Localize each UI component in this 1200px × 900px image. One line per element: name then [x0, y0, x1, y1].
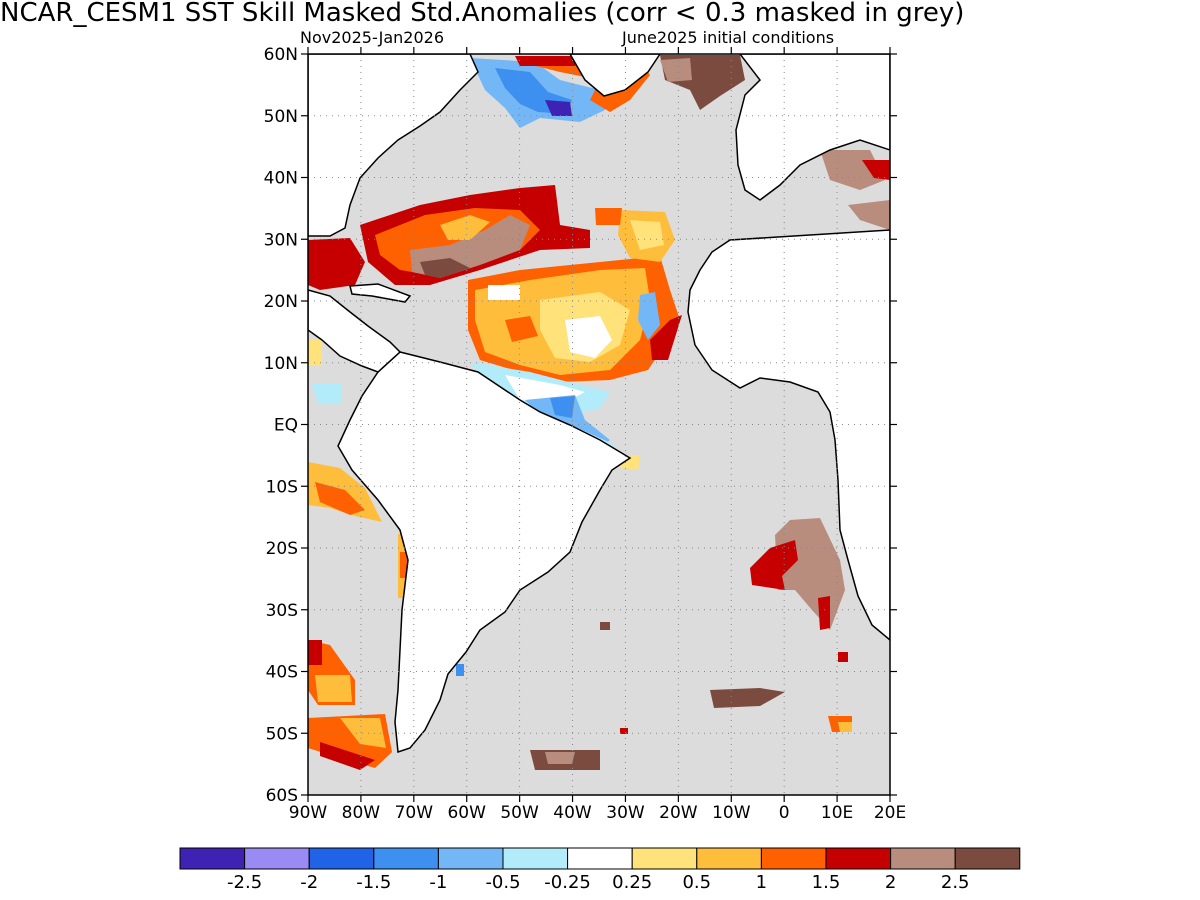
anomaly-patch-azores-light — [630, 220, 664, 250]
colorbar-swatch-2 — [308, 847, 375, 870]
lat-label-30n: 30N — [264, 230, 298, 250]
init-conditions-subtitle: June2025 initial conditions — [621, 28, 834, 47]
colorbar-swatch-11 — [890, 847, 956, 870]
anomaly-patch-central-orange-spot — [505, 316, 538, 342]
land-north-america — [308, 54, 479, 237]
anomaly-patch-south-pacific-yellow — [315, 675, 352, 702]
anomaly-patch-pacific-lightblue — [312, 384, 342, 404]
anomaly-patch-labrador-deep — [545, 100, 572, 116]
lat-label-10n: 10N — [264, 354, 298, 374]
colorbar-swatch-7 — [631, 847, 698, 870]
anomaly-patch-namibia-red-tail — [818, 596, 830, 630]
colorbar-label-neg1-5: -1.5 — [356, 872, 391, 893]
lat-label-50n: 50N — [264, 107, 298, 127]
colorbar-swatch-9 — [760, 847, 827, 870]
anomaly-patch-south-pacific-red — [308, 640, 322, 665]
lat-label-40s: 40S — [266, 663, 298, 683]
anomaly-patch-gulfstream-darkbrown — [420, 258, 470, 278]
anomaly-patch-north-band-b — [515, 56, 580, 66]
lon-label-0: 0 — [779, 803, 790, 823]
anomaly-patch-scatter-brown-1 — [600, 622, 610, 630]
land-africa — [687, 229, 890, 641]
land-europe — [735, 54, 890, 201]
colorbar-label-2-5: 2.5 — [941, 872, 970, 893]
anomaly-patch-north-brown-b — [660, 58, 692, 82]
land-masses — [308, 54, 890, 754]
land-south-america — [337, 351, 632, 754]
anomaly-patch-pacific-yellow — [308, 340, 322, 366]
anomaly-patch-scatter-red-1 — [838, 652, 848, 662]
anomaly-patch-central-red — [650, 315, 682, 360]
colorbar-label-neg0-5: -0.5 — [485, 872, 520, 893]
lon-label-20e: 20E — [874, 803, 906, 823]
lon-label-90w: 90W — [289, 803, 328, 823]
lon-label-40w: 40W — [553, 803, 592, 823]
period-subtitle: Nov2025-Jan2026 — [300, 28, 444, 47]
colorbar-label-1-5: 1.5 — [812, 872, 841, 893]
lon-label-10e: 10E — [821, 803, 853, 823]
colorbar-label-0-25: 0.25 — [612, 872, 652, 893]
anomaly-patch-southern-yellow-small — [838, 722, 852, 732]
lat-label-60n: 60N — [264, 45, 298, 65]
anomaly-patch-southeast-pacific-orange — [315, 482, 365, 515]
lon-label-10w: 10W — [712, 803, 751, 823]
graticule — [308, 54, 890, 795]
axis-tick-marks — [301, 47, 897, 802]
anomaly-patch-gulf-mexico — [308, 238, 365, 290]
anomaly-patch-scatter-blue-1 — [456, 664, 464, 676]
longitude-labels: 90W 80W 70W 60W 50W 40W 30W 20W 10W 0 10… — [289, 803, 906, 823]
anomaly-patch-drake-red — [320, 742, 375, 770]
colorbar-swatch-6 — [567, 847, 633, 870]
colorbar-label-2: 2 — [885, 872, 896, 893]
colorbar-swatch-4 — [437, 847, 504, 870]
anomaly-patch-azores-red — [595, 208, 622, 225]
map-plot-area — [308, 54, 890, 795]
anomaly-patch-med-red — [862, 160, 890, 180]
colorbar-label-neg2: -2 — [300, 872, 318, 893]
anomaly-patch-central-blue — [638, 292, 660, 340]
colorbar-swatch-5 — [502, 847, 569, 870]
colorbar-label-neg2-5: -2.5 — [227, 872, 262, 893]
anomaly-patch-med-brown-b — [848, 200, 890, 230]
latitude-labels: 60N 50N 40N 30N 20N 10N EQ 10S 20S 30S 4… — [264, 45, 298, 806]
lat-label-20s: 20S — [266, 539, 298, 559]
lon-label-70w: 70W — [395, 803, 434, 823]
anomaly-patch-gulfstream-yellow — [440, 215, 490, 240]
lon-label-20w: 20W — [659, 803, 698, 823]
lon-label-60w: 60W — [447, 803, 486, 823]
lon-label-80w: 80W — [342, 803, 381, 823]
figure-title: NCAR_CESM1 SST Skill Masked Std.Anomalie… — [0, 0, 964, 28]
lat-label-60s: 60S — [266, 786, 298, 806]
anomaly-patch-central-white-box — [488, 285, 520, 300]
anomaly-patch-central-white — [565, 316, 612, 358]
colorbar-label-1: 1 — [756, 872, 767, 893]
anomaly-patch-southern-brown-tan — [545, 752, 575, 764]
land-cuba — [349, 283, 412, 303]
anomaly-patch-southern-brown — [710, 688, 785, 708]
lat-label-30s: 30S — [266, 601, 298, 621]
colorbar-swatch-12 — [954, 847, 1021, 870]
colorbar-swatch-1 — [244, 847, 310, 870]
lat-label-50s: 50S — [266, 724, 298, 744]
anomaly-patch-equatorial-blue-core — [550, 396, 575, 418]
colorbar-label-0-5: 0.5 — [682, 872, 711, 893]
lon-label-50w: 50W — [500, 803, 539, 823]
lon-label-30w: 30W — [606, 803, 645, 823]
lat-label-10s: 10S — [266, 477, 298, 497]
colorbar-swatch-0 — [179, 847, 246, 870]
colorbar-label-neg1: -1 — [429, 872, 447, 893]
lat-label-eq: EQ — [274, 416, 298, 436]
land-central-america — [308, 289, 402, 373]
lat-label-20n: 20N — [264, 292, 298, 312]
colorbar-label-neg0-25: -0.25 — [544, 872, 591, 893]
lat-label-40n: 40N — [264, 169, 298, 189]
colorbar-swatch-10 — [825, 847, 892, 870]
colorbar-swatch-3 — [373, 847, 439, 870]
colorbar-labels: -2.5 -2 -1.5 -1 -0.5 -0.25 0.25 0.5 1 1.… — [227, 872, 969, 893]
anomaly-patch-namibia-red — [750, 540, 798, 590]
colorbar-swatch-8 — [696, 847, 762, 870]
colorbar — [179, 847, 1021, 870]
